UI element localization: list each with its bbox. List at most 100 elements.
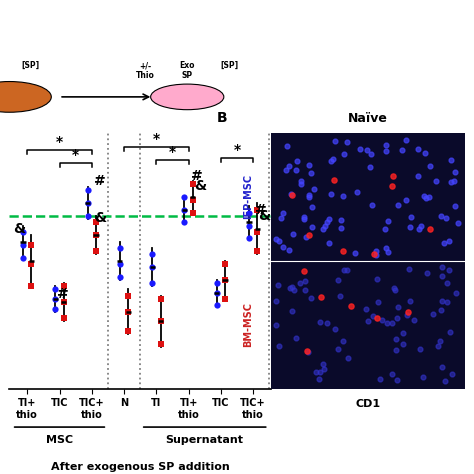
Point (334, 345, 342, 353)
Point (339, 192, 346, 200)
Point (421, 149, 429, 157)
Point (331, 137, 339, 145)
Point (382, 244, 390, 252)
Point (301, 286, 309, 294)
Point (329, 155, 337, 163)
Point (385, 248, 392, 255)
Text: *: * (72, 148, 79, 162)
Point (455, 219, 462, 227)
Point (432, 177, 439, 184)
Text: +/-
Thio: +/- Thio (136, 61, 155, 81)
Point (344, 355, 352, 362)
Point (325, 215, 333, 222)
Point (420, 192, 428, 200)
Point (288, 283, 296, 291)
Point (316, 368, 324, 376)
Text: [SP]: [SP] (220, 61, 238, 70)
Point (415, 226, 423, 233)
Point (373, 251, 380, 258)
Text: #: # (255, 202, 267, 217)
Point (308, 224, 316, 231)
Point (283, 142, 291, 150)
Point (323, 319, 331, 327)
Point (426, 225, 434, 233)
Point (285, 162, 292, 170)
Point (294, 157, 301, 164)
Point (445, 266, 453, 274)
Point (347, 302, 355, 310)
Point (285, 246, 292, 253)
Point (369, 313, 377, 320)
Point (303, 233, 310, 240)
Point (378, 316, 386, 324)
Point (328, 190, 335, 198)
Ellipse shape (151, 84, 224, 109)
Point (400, 340, 407, 347)
Point (392, 346, 399, 354)
Point (440, 239, 447, 246)
Text: #: # (94, 173, 106, 188)
Point (300, 267, 308, 275)
Point (306, 231, 313, 239)
Point (402, 136, 410, 143)
Point (372, 247, 379, 255)
Point (383, 319, 391, 327)
Point (331, 325, 339, 333)
Point (441, 377, 448, 384)
Point (448, 371, 456, 378)
Point (374, 298, 382, 305)
Point (292, 335, 300, 342)
Point (288, 191, 295, 199)
Point (417, 222, 425, 230)
Point (371, 250, 378, 257)
Point (337, 224, 345, 231)
Point (381, 225, 389, 232)
Text: IFP-MSC: IFP-MSC (243, 174, 253, 219)
Point (377, 375, 384, 383)
Point (419, 374, 426, 381)
Point (277, 214, 285, 222)
Point (297, 177, 304, 184)
Point (389, 182, 396, 190)
Point (316, 318, 324, 326)
Point (275, 342, 283, 349)
Point (405, 265, 413, 273)
Point (301, 278, 309, 285)
Point (438, 297, 445, 305)
Point (319, 225, 327, 233)
Point (337, 216, 345, 224)
Point (426, 162, 433, 170)
Point (325, 239, 333, 246)
Point (403, 312, 411, 319)
Point (272, 297, 280, 305)
Text: [SP]: [SP] (21, 61, 39, 70)
Point (304, 348, 311, 356)
Point (392, 336, 400, 343)
Point (292, 166, 300, 173)
Point (448, 178, 456, 186)
Point (452, 289, 459, 297)
Point (290, 286, 297, 293)
Point (438, 363, 446, 371)
Point (393, 314, 401, 322)
Text: B: B (217, 111, 228, 125)
Point (288, 307, 296, 315)
Point (436, 337, 444, 345)
Point (407, 223, 414, 231)
Point (300, 215, 308, 223)
Point (373, 275, 381, 283)
Ellipse shape (0, 82, 51, 112)
Text: BM-MSC: BM-MSC (243, 302, 253, 347)
Point (339, 337, 347, 345)
Point (443, 280, 450, 287)
Point (389, 172, 396, 180)
Point (340, 266, 347, 274)
Text: &: & (258, 209, 271, 223)
Point (336, 292, 344, 300)
Point (321, 222, 329, 230)
Point (429, 310, 437, 318)
Point (279, 209, 287, 217)
Point (313, 369, 320, 376)
Point (391, 286, 399, 294)
Point (368, 201, 376, 209)
